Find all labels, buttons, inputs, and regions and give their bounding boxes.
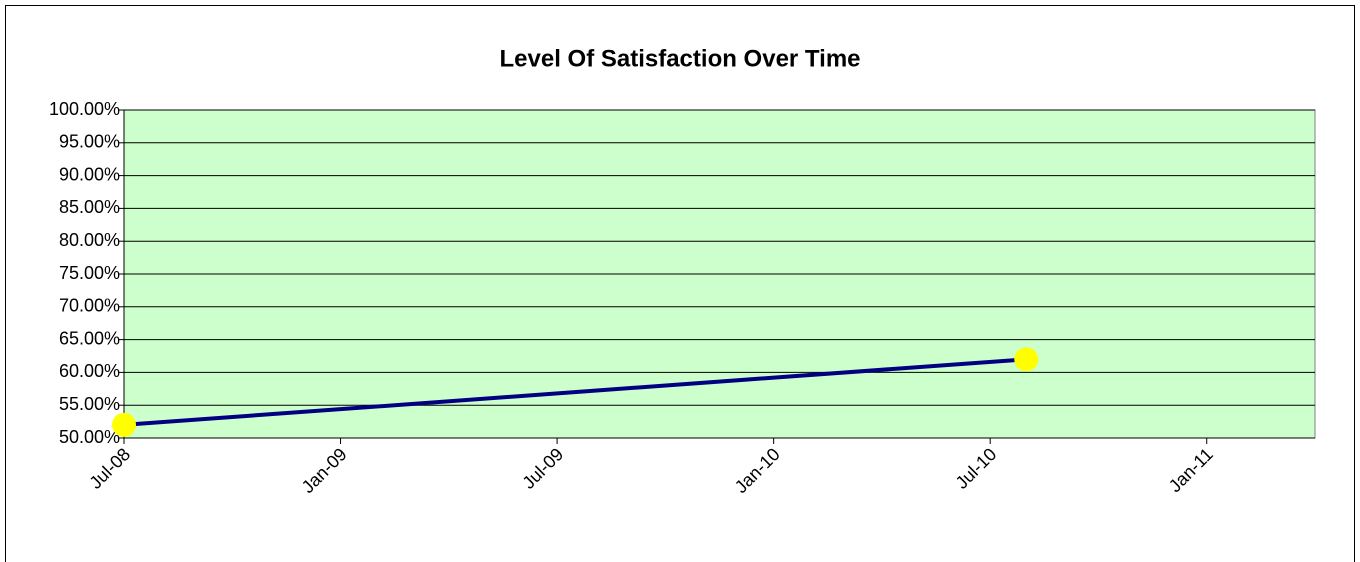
y-tick-label: 75.00% bbox=[59, 263, 120, 283]
marker bbox=[1014, 347, 1039, 372]
y-tick-label: 70.00% bbox=[59, 296, 120, 316]
y-tick-label: 55.00% bbox=[59, 394, 120, 414]
y-tick-label: 65.00% bbox=[59, 328, 120, 348]
y-tick-label: 95.00% bbox=[59, 132, 120, 152]
line bbox=[123, 357, 1027, 427]
y-tick-label: 90.00% bbox=[59, 164, 120, 184]
marker bbox=[112, 412, 136, 437]
chart-title: Level Of Satisfaction Over Time bbox=[499, 45, 860, 72]
y-tick-label: 100.00% bbox=[49, 99, 120, 119]
y-tick-label: 80.00% bbox=[59, 230, 120, 250]
y-tick-label: 50.00% bbox=[59, 427, 120, 447]
y-tick-label: 60.00% bbox=[59, 361, 120, 381]
y-tick-label: 85.00% bbox=[59, 197, 120, 217]
